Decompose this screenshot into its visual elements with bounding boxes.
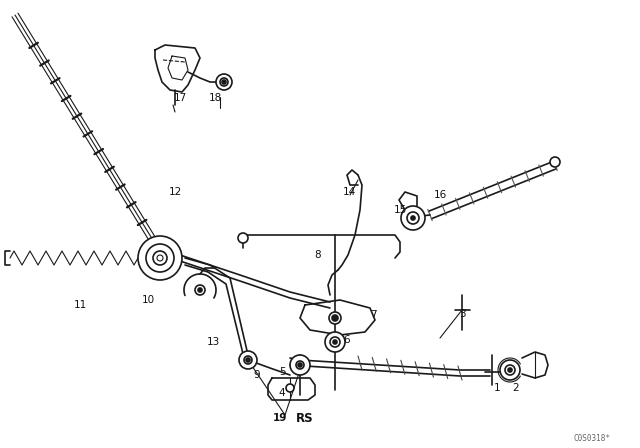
- Text: 13: 13: [206, 337, 220, 347]
- Text: 3: 3: [459, 309, 465, 319]
- Text: 5: 5: [278, 367, 285, 377]
- Circle shape: [220, 78, 228, 86]
- Circle shape: [153, 251, 167, 265]
- Circle shape: [505, 365, 515, 375]
- Text: 19: 19: [273, 413, 287, 423]
- Text: 17: 17: [173, 93, 187, 103]
- Text: 1: 1: [493, 383, 500, 393]
- Circle shape: [411, 216, 415, 220]
- Text: 11: 11: [74, 300, 86, 310]
- Circle shape: [286, 384, 294, 392]
- Circle shape: [330, 337, 340, 347]
- Circle shape: [325, 332, 345, 352]
- Circle shape: [222, 80, 226, 84]
- Circle shape: [401, 206, 425, 230]
- Text: 18: 18: [209, 93, 221, 103]
- Circle shape: [195, 285, 205, 295]
- Text: 4: 4: [278, 388, 285, 398]
- Text: 7: 7: [370, 310, 376, 320]
- Text: 10: 10: [141, 295, 155, 305]
- Circle shape: [216, 74, 232, 90]
- Circle shape: [246, 358, 250, 362]
- Circle shape: [407, 212, 419, 224]
- Circle shape: [296, 361, 304, 369]
- Text: C0S0318*: C0S0318*: [573, 434, 610, 443]
- Circle shape: [198, 288, 202, 292]
- Circle shape: [550, 157, 560, 167]
- Text: 2: 2: [513, 383, 519, 393]
- Text: 12: 12: [168, 187, 182, 197]
- Circle shape: [333, 340, 337, 344]
- Circle shape: [290, 355, 310, 375]
- Circle shape: [146, 244, 174, 272]
- Text: 6: 6: [344, 335, 350, 345]
- Circle shape: [298, 363, 302, 367]
- Text: 9: 9: [253, 370, 260, 380]
- Circle shape: [500, 360, 520, 380]
- Text: 16: 16: [433, 190, 447, 200]
- Circle shape: [138, 236, 182, 280]
- Circle shape: [508, 368, 512, 372]
- Circle shape: [238, 233, 248, 243]
- Circle shape: [239, 351, 257, 369]
- Text: RS: RS: [296, 412, 314, 425]
- Circle shape: [244, 356, 252, 364]
- Text: 8: 8: [315, 250, 321, 260]
- Circle shape: [332, 315, 338, 321]
- Circle shape: [157, 255, 163, 261]
- Text: 15: 15: [394, 205, 406, 215]
- Text: 14: 14: [342, 187, 356, 197]
- Circle shape: [329, 312, 341, 324]
